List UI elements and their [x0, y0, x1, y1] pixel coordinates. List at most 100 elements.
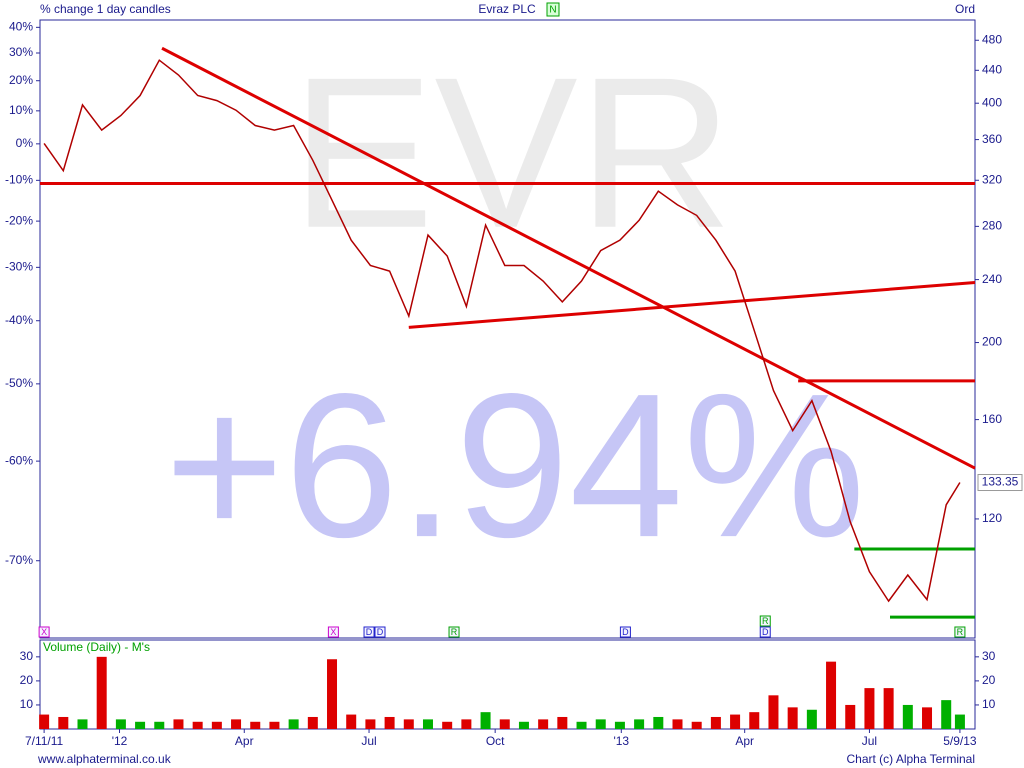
- volume-bar: [941, 700, 952, 729]
- change-watermark: +6.94%: [165, 351, 866, 580]
- x-tick-label: Apr: [735, 734, 754, 748]
- y-tick-label: 240: [982, 272, 1002, 286]
- y2-tick-label: -60%: [5, 453, 33, 467]
- x-tick-label: 5/9/13: [943, 734, 977, 748]
- volume-bar: [634, 719, 645, 729]
- x-tick-label: Jul: [862, 734, 877, 748]
- volume-bar: [154, 721, 165, 729]
- price-panel: [39, 19, 976, 639]
- volume-bar: [288, 719, 299, 729]
- price-line: [43, 59, 961, 603]
- y-tick-label: 160: [982, 412, 1002, 426]
- event-box: [954, 626, 966, 638]
- volume-bar: [231, 719, 242, 729]
- subtitle: % change 1 day candles: [40, 2, 171, 16]
- volume-bar: [922, 707, 933, 729]
- volume-tick-label: 20: [20, 673, 34, 687]
- event-label: X: [330, 627, 336, 637]
- volume-bar: [403, 719, 414, 729]
- y2-tick-label: -70%: [5, 553, 33, 567]
- volume-tick-label: 20: [982, 673, 996, 687]
- volume-bar: [902, 704, 913, 729]
- last-price-box: [977, 474, 1023, 492]
- y2-tick-label: -20%: [5, 213, 33, 227]
- event-label: D: [622, 627, 629, 637]
- volume-bar: [422, 719, 433, 729]
- volume-bar: [730, 714, 741, 729]
- y2-tick-label: 20%: [9, 73, 33, 87]
- last-price-label: 133.35: [982, 475, 1019, 489]
- volume-tick-label: 30: [20, 649, 34, 663]
- watermark: EVR: [291, 32, 733, 273]
- x-tick-label: Oct: [486, 734, 505, 748]
- y-tick-label: 280: [982, 219, 1002, 233]
- footer-credit: Chart (c) Alpha Terminal: [847, 752, 976, 766]
- volume-bar: [96, 656, 107, 729]
- volume-bar: [518, 721, 529, 729]
- volume-bar: [173, 719, 184, 729]
- x-tick-label: 7/11/11: [25, 734, 64, 748]
- volume-bar: [39, 714, 50, 729]
- event-label: R: [762, 616, 769, 626]
- volume-tick-label: 30: [982, 649, 996, 663]
- y2-tick-label: 0%: [16, 136, 34, 150]
- volume-bar: [538, 719, 549, 729]
- badge-box: [546, 2, 560, 17]
- volume-tick-label: 10: [982, 697, 996, 711]
- volume-bar: [327, 659, 338, 729]
- y-tick-label: 120: [982, 511, 1002, 525]
- y-tick-label: 440: [982, 62, 1002, 76]
- badge: N: [549, 5, 556, 16]
- event-box: [619, 626, 631, 638]
- volume-bar: [58, 716, 69, 729]
- volume-bar: [307, 716, 318, 729]
- event-box: [759, 626, 771, 638]
- volume-title: Volume (Daily) - M's: [43, 640, 150, 654]
- footer-website: www.alphaterminal.co.uk: [37, 752, 172, 766]
- volume-bar: [710, 716, 721, 729]
- volume-bar: [480, 712, 491, 729]
- y2-tick-label: 30%: [9, 45, 33, 59]
- volume-bar: [77, 719, 88, 729]
- volume-bar: [115, 719, 126, 729]
- event-box: [363, 626, 375, 638]
- y2-tick-label: 40%: [9, 20, 33, 34]
- x-tick-label: '13: [613, 734, 629, 748]
- trend-line: [161, 46, 976, 470]
- event-box: [759, 615, 771, 627]
- y-tick-label: 320: [982, 172, 1002, 186]
- event-label: D: [377, 627, 384, 637]
- y2-tick-label: -30%: [5, 260, 33, 274]
- volume-tick-label: 10: [20, 697, 34, 711]
- x-tick-label: Apr: [235, 734, 254, 748]
- y2-tick-label: -50%: [5, 376, 33, 390]
- volume-bar: [595, 719, 606, 729]
- volume-bar: [211, 721, 222, 729]
- volume-bar: [250, 721, 261, 729]
- y-tick-label: 200: [982, 335, 1002, 349]
- y2-tick-label: -10%: [5, 173, 33, 187]
- volume-bar: [461, 719, 472, 729]
- volume-bar: [346, 714, 357, 729]
- y2-tick-label: 10%: [9, 103, 33, 117]
- volume-bar: [653, 716, 664, 729]
- volume-bar: [826, 661, 837, 729]
- volume-bar: [384, 716, 395, 729]
- y-tick-label: 400: [982, 95, 1002, 109]
- volume-bar: [845, 704, 856, 729]
- volume-bar: [883, 688, 894, 729]
- event-label: R: [957, 627, 964, 637]
- x-tick-label: Jul: [361, 734, 376, 748]
- volume-bar: [749, 712, 760, 729]
- event-label: X: [41, 627, 47, 637]
- volume-bar: [954, 714, 965, 729]
- volume-bar: [269, 721, 280, 729]
- volume-bar: [442, 721, 453, 729]
- y2-tick-label: -40%: [5, 313, 33, 327]
- volume-bar: [557, 716, 568, 729]
- y-tick-label: 360: [982, 132, 1002, 146]
- volume-bar: [864, 688, 875, 729]
- event-label: R: [451, 627, 458, 637]
- event-label: D: [762, 627, 769, 637]
